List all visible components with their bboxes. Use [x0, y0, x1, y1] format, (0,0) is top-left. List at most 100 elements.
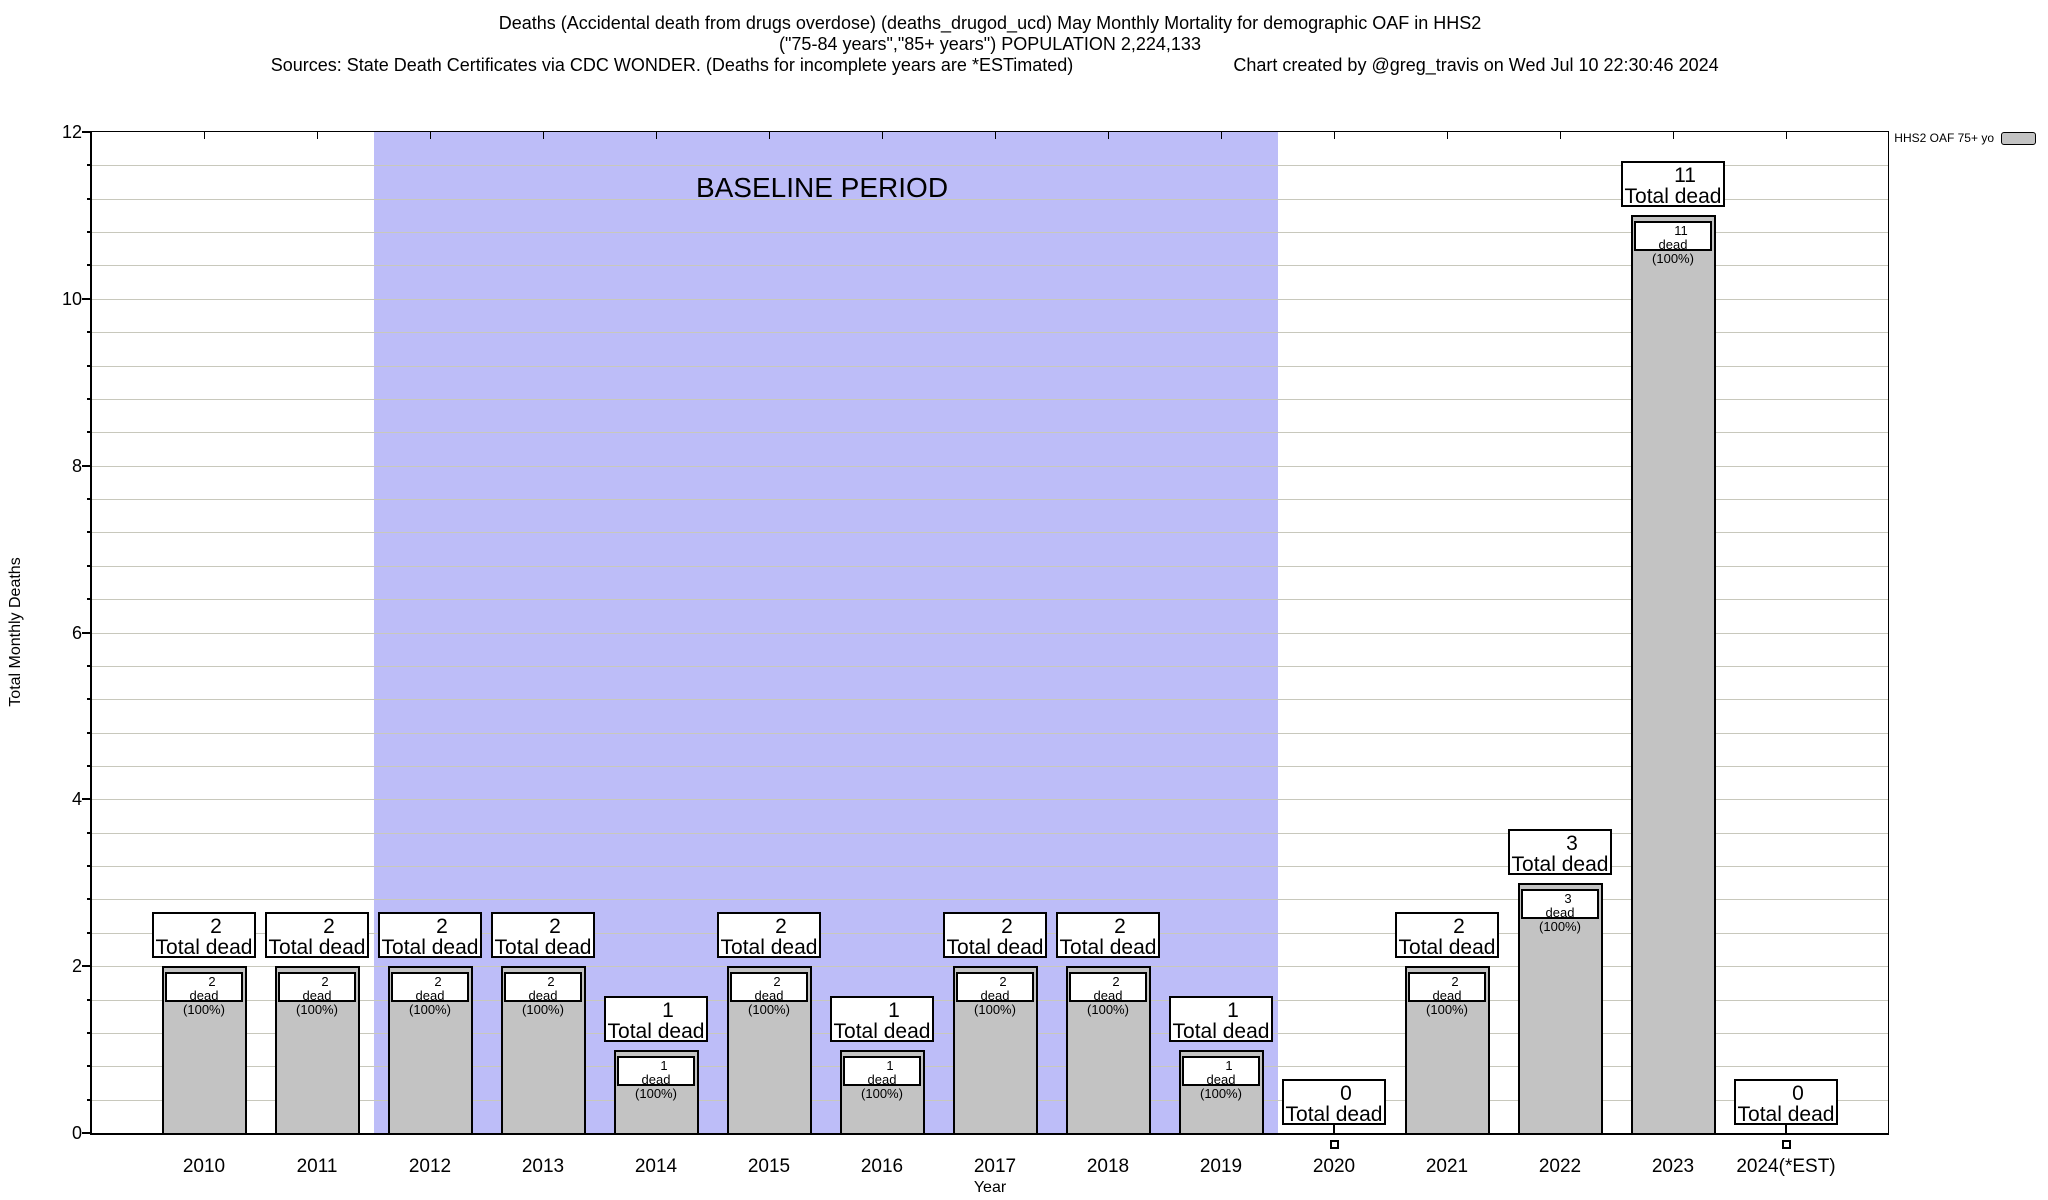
- bar-inner-value: 1: [660, 1057, 668, 1073]
- bar-inner-text: dead (100%): [1087, 988, 1129, 1018]
- chart-sources-note: Sources: State Death Certificates via CD…: [270, 55, 1074, 75]
- bar-inner-value: 2: [208, 974, 216, 990]
- x-tick-label: 2019: [1199, 1156, 1243, 1177]
- bar-inner-value: 2: [773, 974, 781, 990]
- zero-marker: [1781, 1140, 1791, 1149]
- y-tick-mark: [87, 1031, 92, 1034]
- y-tick-label: 6: [71, 622, 82, 643]
- y-gridline: [92, 265, 1888, 267]
- bar-inner-text: dead (100%): [1539, 904, 1581, 934]
- y-gridline: [92, 332, 1888, 334]
- bar-total-text: Total dead: [607, 1019, 705, 1043]
- y-tick-mark: [87, 898, 92, 901]
- bar-inner-label: 2 dead (100%): [1408, 972, 1486, 1017]
- bar-inner-text: dead (100%): [409, 988, 451, 1018]
- bar-inner-label: 2 dead (100%): [956, 972, 1034, 1017]
- bar-total-value: 1: [1227, 998, 1239, 1022]
- bar-inner-text: dead (100%): [1652, 237, 1694, 267]
- bar-total-value: 2: [1453, 915, 1465, 939]
- bar-inner-value: 2: [321, 974, 329, 990]
- bar-inner-text: dead (100%): [635, 1071, 677, 1101]
- y-tick-mark: [82, 1132, 92, 1134]
- bar-total-label: 1 Total dead: [830, 995, 934, 1042]
- legend-swatch-icon: [2001, 131, 2036, 145]
- x-top-tick: [1446, 132, 1448, 139]
- y-tick-mark: [87, 698, 92, 701]
- y-tick-mark: [87, 1098, 92, 1101]
- y-tick-label: 2: [71, 956, 82, 977]
- chart-credit-note: Chart created by @greg_travis on Wed Jul…: [1233, 55, 1719, 75]
- bar-total-text: Total dead: [1059, 936, 1157, 960]
- bar-total-value: 3: [1566, 831, 1578, 855]
- x-axis-title: Year: [973, 1179, 1007, 1196]
- y-tick-mark: [82, 464, 92, 467]
- bar-total-label: 2 Total dead: [378, 912, 482, 960]
- bar-total-label: 1 Total dead: [1169, 995, 1273, 1042]
- bar-inner-text: dead (100%): [183, 988, 225, 1018]
- y-gridline: [92, 232, 1888, 234]
- y-tick-mark: [82, 131, 92, 133]
- bar-inner-text: dead (100%): [522, 988, 564, 1018]
- y-gridline: [92, 832, 1888, 834]
- bar-inner-label: 2 dead (100%): [504, 972, 582, 1017]
- x-tick-label: 2010: [182, 1156, 226, 1177]
- bar-total-label: 1 Total dead: [604, 995, 708, 1043]
- y-tick-mark: [82, 631, 92, 634]
- legend-label: HHS2 OAF 75+ yo: [1894, 131, 1994, 145]
- y-tick-mark: [87, 931, 92, 934]
- x-top-tick: [316, 132, 318, 139]
- bar: [1517, 882, 1603, 1133]
- bar-total-label: 2 Total dead: [265, 912, 369, 960]
- y-tick-label: 4: [71, 789, 82, 810]
- y-gridline: [92, 465, 1888, 467]
- y-tick-mark: [87, 598, 92, 601]
- x-tick-label: 2012: [408, 1156, 452, 1177]
- bar-inner-text: dead (100%): [1200, 1071, 1242, 1101]
- bar-total-text: Total dead: [268, 936, 366, 960]
- bar-total-value: 1: [888, 998, 900, 1022]
- zero-marker: [1329, 1140, 1339, 1149]
- bar-total-value: 0: [1792, 1082, 1804, 1105]
- x-tick-label: 2023: [1651, 1156, 1695, 1177]
- bar-total-text: Total dead: [381, 936, 479, 960]
- y-gridline: [92, 732, 1888, 734]
- x-top-tick: [203, 132, 205, 139]
- bar-total-value: 2: [1114, 915, 1126, 939]
- x-tick-label: 2024(*EST): [1736, 1156, 1836, 1177]
- y-tick-mark: [87, 865, 92, 868]
- bar-inner-label: 2 dead (100%): [730, 972, 808, 1017]
- bar-inner-value: 1: [886, 1057, 894, 1073]
- bar-inner-text: dead (100%): [1426, 988, 1468, 1018]
- bar-inner-text: dead (100%): [861, 1071, 903, 1101]
- y-tick-mark: [87, 498, 92, 501]
- bar-inner-value: 1: [1225, 1057, 1233, 1073]
- bar-total-value: 2: [323, 915, 335, 939]
- bar-total-label: 2 Total dead: [1056, 912, 1160, 960]
- bar-total-label: 2 Total dead: [1395, 912, 1499, 959]
- bar-total-label: 0 Total dead: [1282, 1079, 1386, 1125]
- bar-total-text: Total dead: [1285, 1103, 1383, 1126]
- x-tick-label: 2022: [1538, 1156, 1582, 1177]
- y-tick-mark: [87, 1065, 92, 1068]
- y-tick-label: 0: [71, 1123, 82, 1143]
- bar-inner-value: 3: [1564, 890, 1572, 906]
- bar-total-label: 2 Total dead: [943, 912, 1047, 959]
- y-tick-label: 8: [71, 455, 82, 476]
- x-tick-label: 2014: [634, 1156, 678, 1177]
- y-tick-mark: [87, 397, 92, 400]
- bar-total-label: 2 Total dead: [491, 912, 595, 960]
- x-tick-label: 2017: [973, 1156, 1017, 1177]
- y-gridline: [92, 599, 1888, 601]
- bar-total-text: Total dead: [494, 936, 592, 960]
- bar-inner-text: dead (100%): [748, 988, 790, 1018]
- x-top-tick: [881, 132, 883, 139]
- bar-inner-text: dead (100%): [974, 988, 1016, 1018]
- bar-inner-label: 3 dead (100%): [1521, 888, 1599, 933]
- y-gridline: [92, 866, 1888, 868]
- y-tick-mark: [87, 764, 92, 767]
- y-gridline: [92, 198, 1888, 200]
- y-tick-mark: [87, 831, 92, 834]
- bar: [1630, 215, 1716, 1133]
- bar-total-text: Total dead: [720, 936, 818, 960]
- chart-title-line1: Deaths (Accidental death from drugs over…: [498, 13, 1482, 33]
